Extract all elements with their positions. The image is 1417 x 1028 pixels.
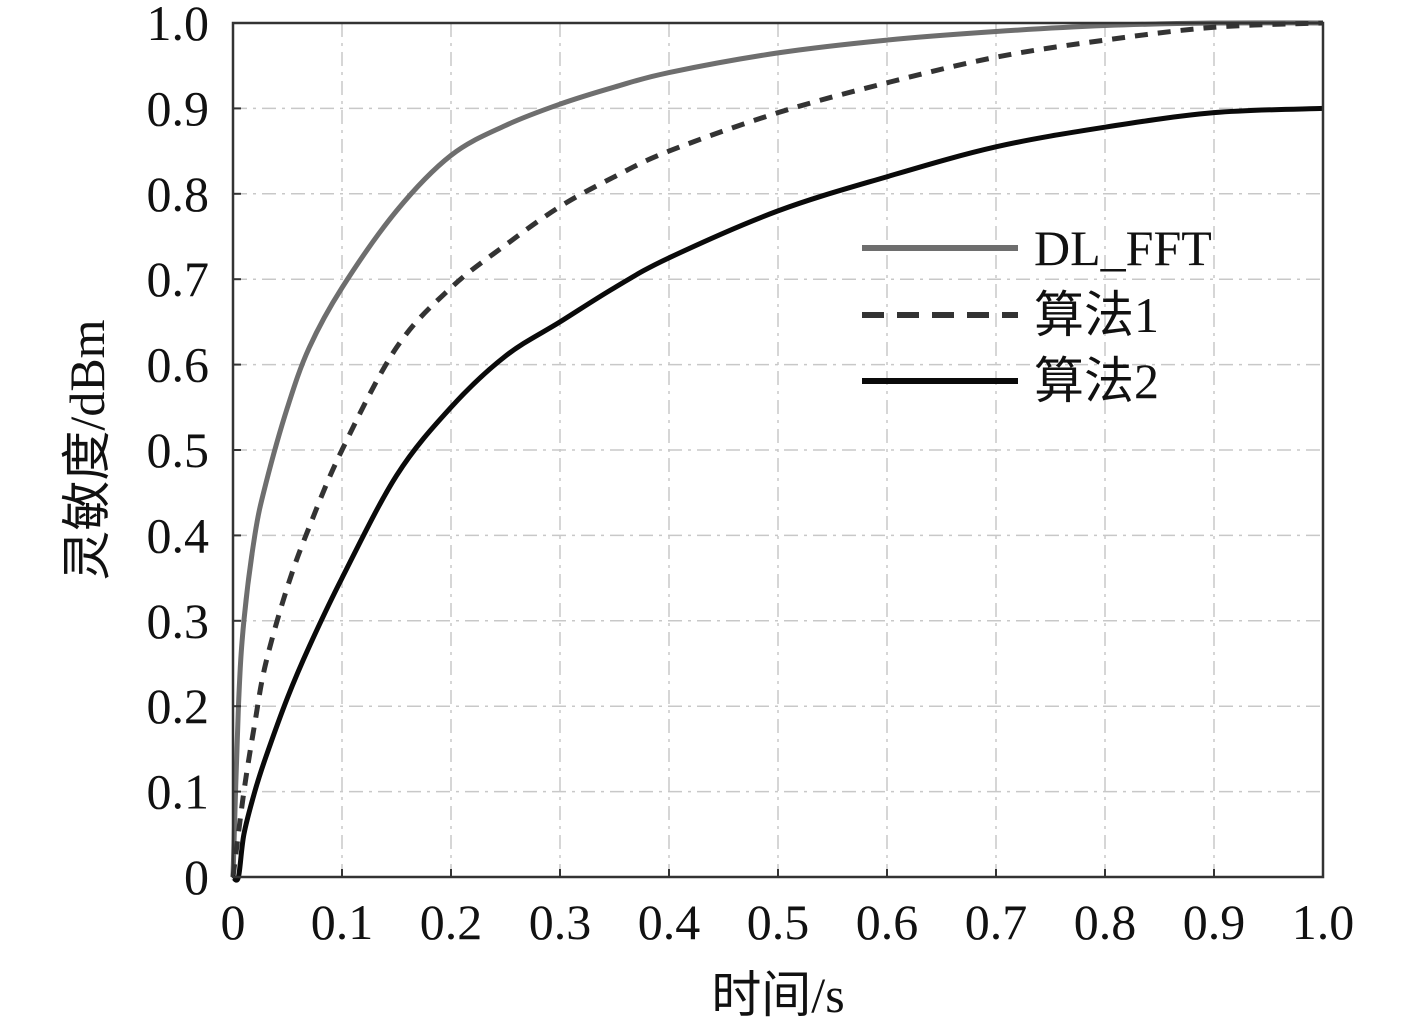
series-line-3 — [231, 105, 1324, 883]
y-tick-label: 0.5 — [147, 422, 210, 478]
x-tick-label: 0.2 — [420, 894, 483, 950]
legend-label-1: DL_FFT — [1034, 220, 1212, 276]
x-tick-label: 0 — [221, 894, 246, 950]
x-tick-label: 0.8 — [1074, 894, 1137, 950]
x-tick-label: 0.4 — [638, 894, 701, 950]
y-tick-label: 0.1 — [147, 764, 210, 820]
y-axis-label: 灵敏度/dBm — [59, 319, 115, 580]
x-tick-label: 0.9 — [1183, 894, 1246, 950]
y-tick-label: 0.3 — [147, 593, 210, 649]
x-axis-label: 时间/s — [711, 967, 844, 1023]
y-tick-label: 0.6 — [147, 337, 210, 393]
x-tick-label: 0.1 — [311, 894, 374, 950]
axis-ticks: 0 0.1 0.2 0.3 0.4 0.5 0.6 0.7 0.8 0.9 1.0 0 0.1 0.2 0.… — [147, 0, 1355, 950]
series-line-1 — [230, 20, 1324, 878]
x-tick-label: 0.7 — [965, 894, 1028, 950]
x-tick-label: 0.5 — [747, 894, 810, 950]
x-tick-label: 1.0 — [1292, 894, 1355, 950]
y-tick-label: 0.7 — [147, 251, 210, 307]
y-tick-label: 0.2 — [147, 678, 210, 734]
y-tick-label: 0.8 — [147, 166, 210, 222]
y-tick-label: 0.9 — [147, 80, 210, 136]
legend: DL_FFT 算法1 算法2 — [862, 220, 1212, 409]
series-line-2 — [230, 20, 1324, 878]
x-tick-label: 0.6 — [856, 894, 919, 950]
x-tick-label: 0.3 — [529, 894, 592, 950]
legend-label-3: 算法2 — [1034, 353, 1159, 409]
y-tick-label: 0.4 — [147, 507, 210, 563]
y-tick-label: 1.0 — [147, 0, 210, 51]
grid — [233, 23, 1323, 877]
series-layer — [230, 20, 1324, 883]
y-tick-label: 0 — [184, 849, 209, 905]
legend-label-2: 算法1 — [1034, 287, 1159, 343]
